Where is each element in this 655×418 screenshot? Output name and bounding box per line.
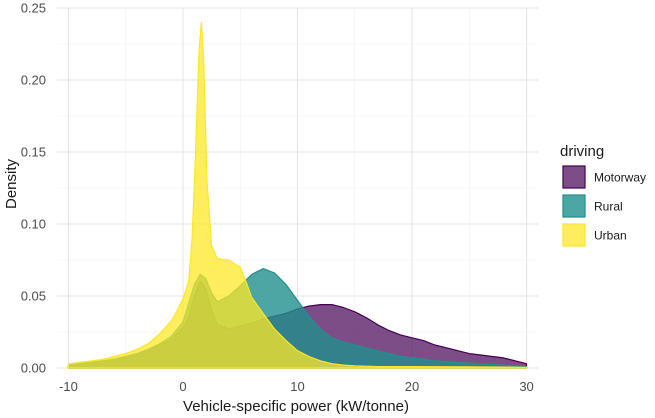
- y-axis-title: Density: [3, 158, 20, 209]
- x-axis-ticks: -10 0 10 20 30: [59, 379, 534, 394]
- legend-key-motorway: [562, 165, 586, 189]
- legend-title: driving: [560, 143, 604, 160]
- y-tick-label: 0.15: [21, 145, 46, 160]
- y-tick-label: 0.10: [21, 217, 46, 232]
- y-tick-label: 0.05: [21, 289, 46, 304]
- legend-label-urban: Urban: [594, 229, 627, 243]
- x-tick-label: 0: [179, 379, 186, 394]
- density-areas: [67, 21, 528, 369]
- y-tick-label: 0.00: [21, 361, 46, 376]
- y-tick-label: 0.25: [21, 1, 46, 16]
- y-tick-label: 0.20: [21, 73, 46, 88]
- legend-key-rural: [562, 194, 586, 218]
- legend-key-urban: [562, 223, 586, 247]
- legend-label-rural: Rural: [594, 200, 623, 214]
- density-area-urban: [67, 21, 528, 369]
- x-tick-label: 10: [290, 379, 304, 394]
- x-tick-label: 20: [405, 379, 419, 394]
- legend: driving Motorway Rural Urban: [560, 143, 646, 247]
- x-tick-label: 30: [519, 379, 533, 394]
- y-axis-ticks: 0.00 0.05 0.10 0.15 0.20 0.25: [21, 1, 46, 376]
- x-tick-label: -10: [59, 379, 78, 394]
- legend-label-motorway: Motorway: [594, 171, 646, 185]
- x-axis-title: Vehicle-specific power (kW/tonne): [183, 398, 409, 415]
